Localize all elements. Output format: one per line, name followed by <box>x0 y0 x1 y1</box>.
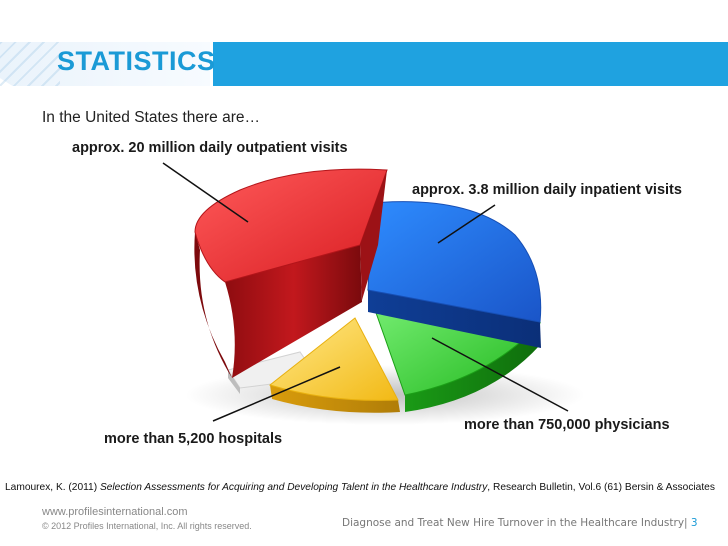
footer-url[interactable]: www.profilesinternational.com <box>42 506 188 518</box>
label-inpatient: approx. 3.8 million daily inpatient visi… <box>412 182 682 198</box>
page-title: STATISTICS <box>57 46 216 76</box>
header-bar-right <box>213 42 728 86</box>
footer-tagline-text: Diagnose and Treat New Hire Turnover in … <box>342 517 688 529</box>
leader-line-outpatient <box>162 162 249 223</box>
intro-text: In the United States there are… <box>42 109 260 126</box>
label-hospitals: more than 5,200 hospitals <box>104 431 283 447</box>
footer-copyright: © 2012 Profiles International, Inc. All … <box>42 521 252 531</box>
leader-line-hospitals <box>212 366 341 422</box>
pie-slice-hospitals-side <box>270 385 400 413</box>
pie-slice-inpatient <box>367 201 542 323</box>
pie-slice-outpatient <box>194 168 388 283</box>
pie-slice-hospitals <box>268 317 399 401</box>
leader-line-physicians <box>431 337 569 412</box>
citation-suffix: , Research Bulletin, Vol.6 (61) Bersin &… <box>487 482 715 493</box>
label-outpatient: approx. 20 million daily outpatient visi… <box>72 140 348 156</box>
leader-line-inpatient <box>437 204 496 244</box>
citation: Lamourex, K. (2011) Selection Assessment… <box>5 482 715 493</box>
pie-slice-outpatient-edge <box>360 170 387 300</box>
footer-tagline: Diagnose and Treat New Hire Turnover in … <box>342 517 698 529</box>
citation-prefix: Lamourex, K. (2011) <box>5 482 100 493</box>
label-physicians: more than 750,000 physicians <box>464 417 670 433</box>
citation-title: Selection Assessments for Acquiring and … <box>99 482 488 493</box>
pie-slice-inpatient-side <box>368 290 541 348</box>
pie-slice-outpatient-side <box>194 232 232 378</box>
pie-slice-physicians-side <box>405 323 540 412</box>
page-number: 3 <box>687 517 698 529</box>
header-decoration <box>0 42 60 86</box>
pie-slice-outpatient-front <box>225 245 362 378</box>
header-bar-left <box>0 42 210 86</box>
